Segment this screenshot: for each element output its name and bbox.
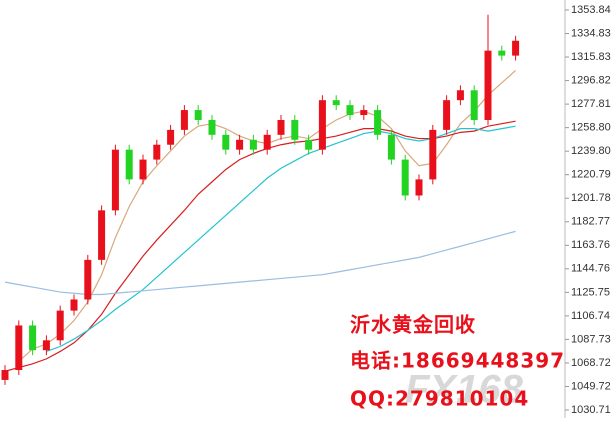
candle-body (194, 110, 202, 120)
candle-body (167, 129, 175, 145)
y-tick-label: 1144.76 (571, 263, 610, 275)
candle-body (111, 149, 119, 211)
candle-body (512, 40, 520, 56)
candle-body (443, 100, 451, 130)
watermark-qq: QQ:279810104 (350, 387, 529, 411)
candle-body (263, 134, 271, 150)
watermark-phone: 电话:18669448397 (350, 349, 565, 373)
candle-body (456, 90, 464, 101)
y-tick-label: 1334.83 (571, 27, 611, 39)
candle-body (84, 259, 92, 300)
candle-body (125, 149, 133, 180)
candle-body (139, 159, 147, 180)
candle-body (318, 100, 326, 150)
y-tick-label: 1220.79 (571, 169, 611, 181)
candle-body (56, 310, 64, 341)
candle-body (70, 299, 78, 311)
candle-body (305, 139, 313, 150)
y-tick-label: 1258.80 (571, 122, 611, 134)
candle-body (1, 370, 9, 380)
y-tick-label: 1068.72 (571, 357, 611, 369)
candle-body (415, 179, 423, 196)
watermark-name: 沂水黄金回收 (350, 313, 476, 337)
y-tick-label: 1201.78 (571, 192, 611, 204)
y-tick-label: 1239.80 (571, 145, 611, 157)
candle-body (291, 119, 299, 140)
candle-body (401, 159, 409, 196)
y-tick-label: 1353.84 (571, 4, 611, 16)
y-tick-label: 1125.75 (571, 286, 610, 298)
y-tick-label: 1277.81 (571, 98, 611, 110)
candle-body (29, 325, 37, 351)
candle-body (360, 110, 368, 116)
candle-body (387, 134, 395, 160)
y-tick-label: 1315.83 (571, 51, 611, 63)
candle-body (470, 90, 478, 120)
candle-body (346, 105, 354, 116)
candle-body (208, 119, 216, 135)
candle-body (42, 340, 50, 351)
candle-body (277, 119, 285, 135)
y-tick-label: 1030.71 (571, 404, 611, 416)
candle-body (498, 50, 506, 56)
y-tick-label: 1182.77 (571, 216, 610, 228)
y-tick-label: 1049.72 (571, 380, 611, 392)
y-tick-label: 1296.82 (571, 74, 611, 86)
moving-average-line (46, 125, 516, 353)
candle-body (222, 134, 230, 150)
candle-body (98, 210, 106, 260)
y-tick-label: 1163.76 (571, 239, 610, 251)
y-tick-label: 1087.73 (571, 333, 611, 345)
logo: FX168 (405, 368, 524, 412)
y-tick-label: 1106.74 (571, 310, 610, 322)
candle-body (249, 139, 257, 150)
candle-body (15, 325, 23, 371)
candle-body (332, 100, 340, 106)
candle-body (484, 50, 492, 120)
candle-body (180, 110, 188, 130)
candle-body (374, 110, 382, 135)
candle-body (236, 139, 244, 150)
candle-body (153, 144, 161, 160)
candle-body (429, 129, 437, 180)
